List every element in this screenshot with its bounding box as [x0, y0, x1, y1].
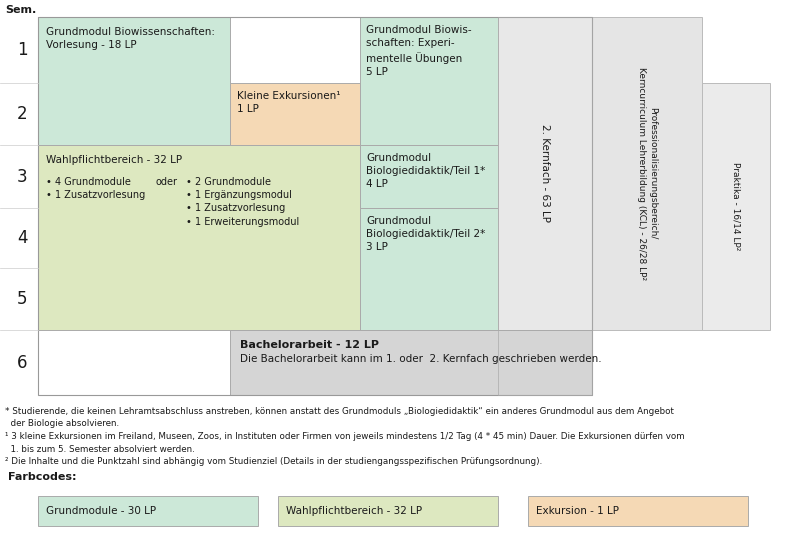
Text: oder: oder — [156, 177, 178, 187]
Text: 2. Kernfach - 63 LP: 2. Kernfach - 63 LP — [540, 125, 550, 222]
Bar — [498, 17, 592, 330]
Bar — [38, 496, 258, 526]
Bar — [528, 496, 748, 526]
Bar — [592, 17, 702, 330]
Text: Bachelorarbeit - 12 LP: Bachelorarbeit - 12 LP — [240, 340, 379, 350]
Bar — [498, 17, 592, 395]
Text: Sem.: Sem. — [5, 5, 36, 15]
Text: 5: 5 — [17, 290, 27, 308]
Bar — [38, 145, 360, 330]
Text: Praktika - 16/14 LP²: Praktika - 16/14 LP² — [731, 162, 740, 251]
Text: * Studierende, die keinen Lehramtsabschluss anstreben, können anstatt des Grundm: * Studierende, die keinen Lehramtsabschl… — [5, 407, 684, 466]
Text: Wahlpflichtbereich - 32 LP: Wahlpflichtbereich - 32 LP — [46, 155, 182, 165]
Text: Farbcodes:: Farbcodes: — [8, 472, 77, 482]
Text: Wahlpflichtbereich - 32 LP: Wahlpflichtbereich - 32 LP — [286, 506, 422, 516]
Text: Grundmodul
Biologiedidaktik/Teil 1*
4 LP: Grundmodul Biologiedidaktik/Teil 1* 4 LP — [366, 153, 486, 189]
Text: Grundmodul
Biologiedidaktik/Teil 2*
3 LP: Grundmodul Biologiedidaktik/Teil 2* 3 LP — [366, 216, 486, 252]
Text: Grundmodule - 30 LP: Grundmodule - 30 LP — [46, 506, 156, 516]
Text: • 2 Grundmodule
• 1 Ergänzungsmodul
• 1 Zusatzvorlesung
• 1 Erweiterungsmodul: • 2 Grundmodule • 1 Ergänzungsmodul • 1 … — [186, 177, 299, 227]
Text: 1: 1 — [17, 41, 27, 59]
Text: Kleine Exkursionen¹
1 LP: Kleine Exkursionen¹ 1 LP — [237, 91, 340, 114]
Text: Professionalisierungsbereich/
Kerncurriculum Lehrerbildung (KCL) - 26/28 LP²: Professionalisierungsbereich/ Kerncurric… — [637, 67, 658, 280]
Text: 6: 6 — [17, 353, 27, 371]
Text: Grundmodul Biowissenschaften:
Vorlesung - 18 LP: Grundmodul Biowissenschaften: Vorlesung … — [46, 27, 215, 50]
Bar — [360, 208, 498, 330]
Bar — [360, 145, 498, 208]
Text: • 4 Grundmodule
• 1 Zusatzvorlesung: • 4 Grundmodule • 1 Zusatzvorlesung — [46, 177, 145, 200]
Bar — [360, 17, 498, 145]
Text: 4: 4 — [17, 229, 27, 247]
Bar — [230, 83, 360, 145]
Text: 2: 2 — [17, 105, 27, 123]
Text: Grundmodul Biowis-
schaften: Experi-
mentelle Übungen
5 LP: Grundmodul Biowis- schaften: Experi- men… — [366, 25, 472, 77]
Bar — [38, 17, 230, 145]
Bar — [38, 17, 592, 395]
Text: 3: 3 — [17, 167, 27, 185]
Bar — [702, 83, 770, 330]
Bar — [230, 330, 592, 395]
Text: Die Bachelorarbeit kann im 1. oder  2. Kernfach geschrieben werden.: Die Bachelorarbeit kann im 1. oder 2. Ke… — [240, 354, 602, 364]
Bar — [278, 496, 498, 526]
Text: Exkursion - 1 LP: Exkursion - 1 LP — [536, 506, 619, 516]
